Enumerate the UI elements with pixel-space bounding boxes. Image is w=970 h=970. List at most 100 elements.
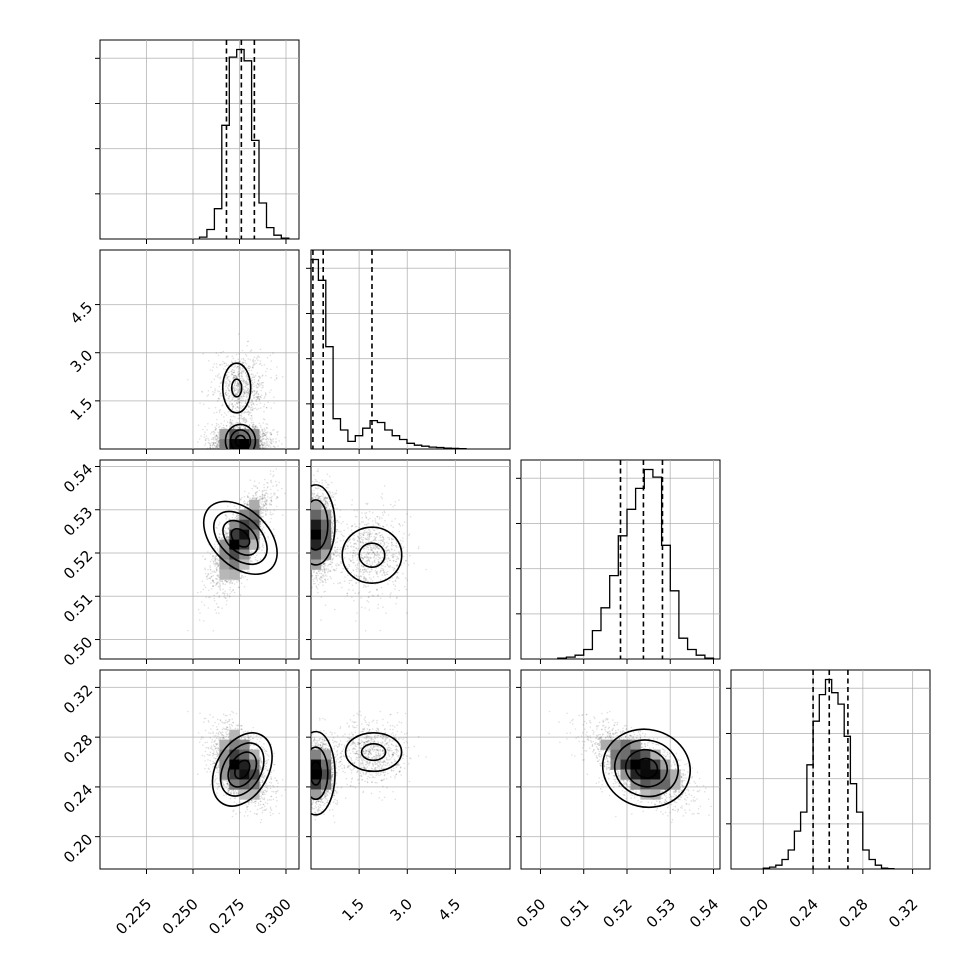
density-cell <box>229 429 240 440</box>
sample-point <box>247 378 250 381</box>
sample-point <box>259 431 262 434</box>
sample-point <box>250 551 253 553</box>
sample-point <box>210 575 213 578</box>
sample-point <box>219 408 222 411</box>
sample-point <box>261 447 264 449</box>
sample-point <box>281 514 284 516</box>
sample-point <box>226 581 228 583</box>
sample-point <box>209 565 211 567</box>
sample-point <box>227 364 230 366</box>
sample-point <box>206 447 209 449</box>
sample-point <box>261 433 264 435</box>
sample-point <box>226 382 228 385</box>
sample-point <box>266 367 268 370</box>
sample-point <box>223 420 226 422</box>
sample-point <box>216 557 218 560</box>
sample-point <box>209 445 212 447</box>
sample-point <box>263 363 266 366</box>
sample-point <box>260 512 262 515</box>
sample-point <box>259 395 261 398</box>
sample-point <box>246 503 249 505</box>
sample-point <box>270 503 272 506</box>
sample-point <box>249 479 252 482</box>
sample-point <box>244 371 247 374</box>
sample-point <box>227 527 230 530</box>
sample-point <box>216 578 219 581</box>
sample-point <box>221 427 223 430</box>
sample-point <box>247 383 249 386</box>
sample-point <box>273 528 275 530</box>
sample-point <box>247 358 249 360</box>
sample-point <box>264 392 267 394</box>
sample-point <box>238 401 240 404</box>
sample-point <box>242 388 245 391</box>
sample-point <box>266 493 269 495</box>
sample-point <box>247 393 250 395</box>
sample-point <box>234 376 237 379</box>
panel-3-3 <box>730 669 931 870</box>
sample-point <box>252 389 255 392</box>
sample-point <box>202 428 204 431</box>
sample-point <box>259 439 262 442</box>
sample-point <box>216 527 218 529</box>
sample-point <box>270 368 272 371</box>
sample-point <box>240 374 243 377</box>
sample-point <box>216 548 219 550</box>
sample-point <box>263 410 265 413</box>
sample-point <box>226 371 229 374</box>
sample-point <box>234 382 236 384</box>
sample-point <box>218 536 220 538</box>
sample-point <box>261 442 264 444</box>
sample-point <box>270 479 273 482</box>
sample-point <box>246 387 248 389</box>
sample-point <box>267 438 270 441</box>
sample-point <box>253 397 255 399</box>
sample-point <box>209 444 211 447</box>
sample-point <box>258 382 261 385</box>
sample-point <box>237 370 240 373</box>
sample-point <box>261 506 264 508</box>
sample-point <box>212 574 214 577</box>
sample-point <box>249 401 251 404</box>
sample-point <box>246 345 248 347</box>
sample-point <box>222 426 225 429</box>
histogram-step <box>557 468 715 659</box>
sample-point <box>241 370 244 372</box>
sample-point <box>265 503 268 506</box>
sample-point <box>242 395 245 397</box>
sample-point <box>201 601 203 603</box>
sample-point <box>242 397 244 400</box>
sample-point <box>215 438 217 441</box>
sample-point <box>245 355 248 357</box>
sample-point <box>264 531 266 534</box>
sample-point <box>257 407 260 410</box>
sample-point <box>242 362 244 365</box>
sample-point <box>237 372 239 374</box>
sample-point <box>215 592 218 595</box>
sample-point <box>237 406 239 408</box>
sample-point <box>245 418 247 421</box>
sample-point <box>214 444 216 447</box>
sample-point <box>212 630 215 632</box>
sample-point <box>226 394 228 397</box>
sample-point <box>254 359 256 362</box>
sample-point <box>215 445 218 447</box>
sample-point <box>251 391 254 393</box>
sample-point <box>234 392 237 395</box>
sample-point <box>263 504 266 507</box>
sample-point <box>207 394 210 396</box>
sample-point <box>264 447 267 449</box>
sample-point <box>250 377 253 380</box>
sample-point <box>262 490 265 492</box>
sample-point <box>212 443 214 446</box>
sample-point <box>249 366 252 368</box>
sample-point <box>240 582 243 584</box>
sample-point <box>231 368 234 371</box>
sample-point <box>230 370 233 373</box>
sample-point <box>212 561 215 563</box>
sample-point <box>226 534 228 536</box>
sample-point <box>238 361 240 363</box>
sample-point <box>215 439 217 441</box>
sample-point <box>269 502 271 505</box>
sample-point <box>219 393 221 395</box>
